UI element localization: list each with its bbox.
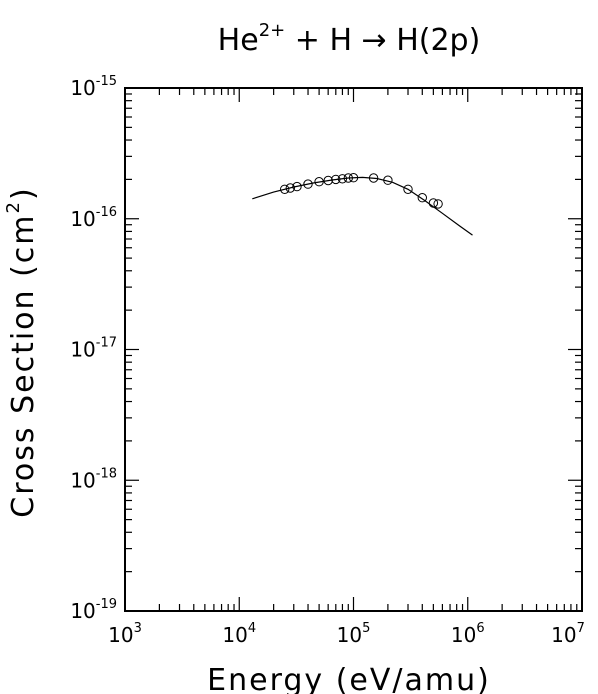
title-base: He [218, 23, 259, 58]
y-axis-label: Cross Section (cm2) [3, 186, 41, 517]
y-tick-label: 10-18 [70, 466, 117, 492]
data-point [403, 184, 413, 195]
series-fit-line [252, 176, 473, 236]
y-tick-label: 10-19 [70, 597, 117, 623]
axis-ticks [124, 88, 582, 612]
x-tick-label: 103 [108, 621, 142, 647]
data-point [428, 198, 439, 208]
data-point [417, 193, 427, 203]
data-point [280, 184, 290, 195]
y-label-superscript: 2 [3, 200, 24, 213]
title-superscript: 2+ [259, 20, 286, 41]
x-tick-label: 104 [222, 621, 256, 647]
data-point [433, 199, 443, 209]
data-point [303, 179, 313, 189]
data-point [285, 183, 295, 193]
chart-title: He2+ + H → H(2p) [218, 20, 481, 58]
data-point [343, 173, 353, 183]
data-point [292, 181, 302, 192]
x-tick-label: 105 [337, 621, 371, 647]
data-point [368, 173, 379, 183]
x-tick-labels: 103 104 105 106 107 [108, 621, 585, 647]
y-tick-label: 10-16 [70, 205, 117, 231]
x-tick-label: 107 [551, 621, 585, 647]
data-point [331, 174, 341, 185]
series-data-points [280, 173, 443, 209]
y-tick-labels: 10-15 10-16 10-17 10-18 10-19 [70, 74, 117, 623]
data-point [383, 175, 393, 185]
data-point [348, 173, 359, 183]
y-label-base: Cross Section (cm [6, 213, 41, 517]
y-tick-label: 10-15 [70, 74, 117, 100]
data-point [314, 177, 324, 187]
title-rest: + H → H(2p) [285, 23, 480, 58]
data-point [337, 174, 348, 184]
plot-frame [124, 87, 583, 612]
x-axis-label: Energy (eV/amu) [207, 663, 491, 694]
y-tick-label: 10-17 [70, 336, 117, 362]
x-tick-label: 106 [451, 621, 485, 647]
data-point [323, 175, 333, 186]
y-label-rest: ) [6, 186, 41, 200]
